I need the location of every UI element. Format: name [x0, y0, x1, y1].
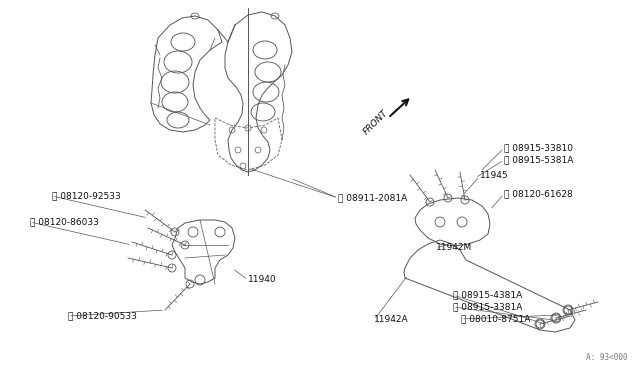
Text: Ⓑ 08120-86033: Ⓑ 08120-86033 — [30, 218, 99, 227]
Text: Ⓑ 08120-61628: Ⓑ 08120-61628 — [504, 189, 573, 199]
Text: 11942M: 11942M — [436, 244, 472, 253]
Text: Ⓑ 08010-8751A: Ⓑ 08010-8751A — [461, 314, 531, 324]
Text: Ⓝ 08911-2081A: Ⓝ 08911-2081A — [338, 193, 407, 202]
Text: 11945: 11945 — [480, 171, 509, 180]
Text: 11942A: 11942A — [374, 315, 408, 324]
Text: 11940: 11940 — [248, 276, 276, 285]
Text: Ⓑ 08120-90533: Ⓑ 08120-90533 — [68, 311, 137, 321]
Text: Ⓠ 08915-4381A: Ⓠ 08915-4381A — [453, 291, 522, 299]
Text: Ⓟ 08915-3381A: Ⓟ 08915-3381A — [453, 302, 522, 311]
Text: Ⓑ 08120-92533: Ⓑ 08120-92533 — [52, 192, 121, 201]
Text: FRONT: FRONT — [362, 108, 390, 136]
Text: A: 93<000: A: 93<000 — [586, 353, 628, 362]
Text: Ⓟ 08915-5381A: Ⓟ 08915-5381A — [504, 155, 573, 164]
Text: Ⓠ 08915-33810: Ⓠ 08915-33810 — [504, 144, 573, 153]
